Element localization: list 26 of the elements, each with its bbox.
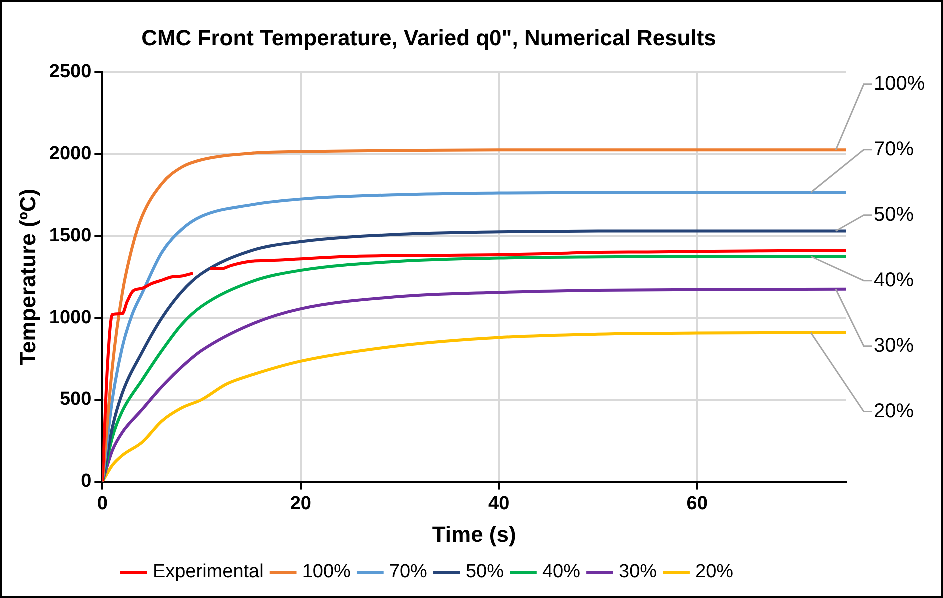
chart-title: CMC Front Temperature, Varied q0", Numerical Results [142, 25, 716, 50]
text: 30% [874, 334, 914, 357]
y-tick-label: 2000 [49, 144, 92, 165]
y-tick-label: 500 [60, 389, 92, 410]
y-tick-label: 1500 [49, 225, 92, 246]
x-tick-label: 60 [686, 493, 708, 514]
x-tick-label: 0 [97, 493, 108, 514]
x-tick-label: 40 [488, 493, 510, 514]
legend-label: Experimental [152, 562, 264, 583]
x-axis-title: Time (s) [432, 522, 516, 547]
legend-label: 30% [619, 562, 658, 583]
legend-label: 40% [542, 562, 581, 583]
text: 40% [874, 269, 914, 292]
legend-label: 20% [696, 562, 734, 583]
legend-label: 50% [466, 562, 504, 583]
text: 20% [874, 400, 914, 422]
text: 100% [874, 72, 926, 95]
text: 50% [874, 204, 914, 226]
text: 70% [874, 138, 914, 160]
y-tick-label: 0 [81, 471, 92, 492]
legend-label: 70% [389, 562, 428, 583]
y-tick-label: 1000 [49, 307, 92, 328]
x-tick-label: 20 [290, 493, 312, 514]
legend-label: 100% [302, 562, 352, 583]
y-axis-title: Temperature (ºC) [15, 188, 40, 366]
y-tick-label: 2500 [49, 62, 92, 83]
